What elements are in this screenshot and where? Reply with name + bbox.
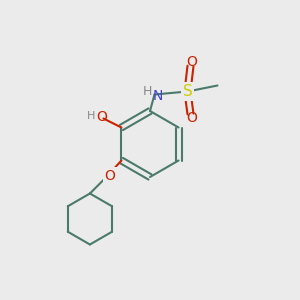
Text: N: N: [152, 89, 163, 103]
Text: O: O: [97, 110, 107, 124]
Text: O: O: [105, 169, 116, 182]
Text: H: H: [142, 85, 152, 98]
Text: S: S: [183, 84, 192, 99]
Text: O: O: [187, 112, 197, 125]
Text: H: H: [87, 110, 96, 121]
Text: O: O: [187, 55, 197, 68]
